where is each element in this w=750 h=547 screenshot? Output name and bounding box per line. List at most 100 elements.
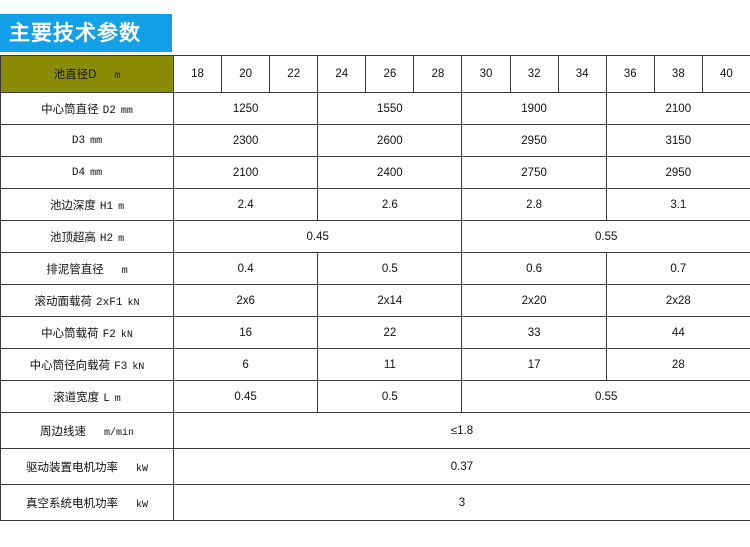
title-banner: 主要技术参数 bbox=[0, 14, 172, 52]
row-label-unit: m/min bbox=[103, 427, 134, 439]
row-label-unit: mm bbox=[90, 136, 103, 147]
row-label: 真空系统电机功率 kW bbox=[0, 484, 174, 521]
row-label-unit: kW bbox=[135, 463, 148, 475]
table-cell: 3.1 bbox=[605, 188, 750, 221]
table-row: 中心筒载荷 F2 kN 16 22 33 44 bbox=[0, 316, 750, 349]
row-label-symbol: 2xF1 bbox=[96, 296, 123, 309]
row-label-text: 池直径D bbox=[53, 69, 97, 81]
column-header: 36 bbox=[605, 55, 655, 93]
row-label-unit: mm bbox=[120, 105, 133, 117]
table-cell: 2x6 bbox=[172, 284, 319, 317]
column-header: 34 bbox=[557, 55, 607, 93]
table-cell: 3150 bbox=[605, 124, 750, 157]
table-cell: 2300 bbox=[172, 124, 319, 157]
table-row: 池边深度 H1 m 2.4 2.6 2.8 3.1 bbox=[0, 188, 750, 221]
row-label-unit: kN bbox=[132, 361, 145, 373]
row-label-text: 真空系统电机功率 bbox=[25, 497, 118, 510]
row-label-symbol: H1 bbox=[99, 200, 114, 213]
table-cell: 17 bbox=[461, 348, 607, 381]
table-row: 中心筒直径 D2 mm 1250 1550 1900 2100 bbox=[0, 92, 750, 125]
row-label-unit: mm bbox=[90, 168, 103, 179]
table-cell: 1900 bbox=[461, 92, 607, 125]
table-cell: 2.4 bbox=[172, 188, 319, 221]
table-cell: 2x14 bbox=[317, 284, 463, 317]
row-label-text: 中心筒直径 bbox=[41, 103, 99, 116]
table-cell: 28 bbox=[605, 348, 750, 381]
table-body: 池直径D m 18 20 22 24 26 28 30 32 34 36 38 40 中心筒直径 D2 mm 12… bbox=[0, 55, 750, 521]
table-cell: 0.5 bbox=[317, 252, 463, 285]
row-label: 中心筒直径 D2 mm bbox=[0, 92, 174, 125]
row-label: 排泥管直径 m bbox=[0, 252, 174, 285]
column-header: 26 bbox=[365, 55, 415, 93]
table-cell: 2100 bbox=[605, 92, 750, 125]
table-row: D3 mm 2300 2600 2950 3150 bbox=[0, 124, 750, 157]
column-header: 18 bbox=[172, 55, 223, 93]
row-label-unit: m bbox=[114, 393, 121, 405]
row-label: 中心筒径向载荷 F3 kN bbox=[0, 348, 174, 381]
row-label: 驱动装置电机功率 kW bbox=[0, 448, 174, 485]
table-cell: 0.4 bbox=[172, 252, 319, 285]
table-cell: 2x28 bbox=[605, 284, 750, 317]
column-header: 32 bbox=[509, 55, 559, 93]
row-label: D3 mm bbox=[0, 124, 174, 157]
table-cell: 2950 bbox=[461, 124, 607, 157]
row-label-symbol: D2 bbox=[102, 104, 116, 117]
table-row: D4 mm 2100 2400 2750 2950 bbox=[0, 156, 750, 189]
row-label-unit: m bbox=[118, 233, 125, 245]
row-label-text: 排泥管直径 bbox=[46, 263, 104, 276]
column-header: 40 bbox=[701, 55, 750, 93]
row-label-unit: kW bbox=[135, 499, 148, 511]
table-cell: 11 bbox=[317, 348, 463, 381]
row-label-unit: kN bbox=[127, 297, 140, 309]
row-label-symbol: L bbox=[103, 392, 110, 405]
table-row: 滚动面载荷 2xF1 kN 2x6 2x14 2x20 2x28 bbox=[0, 284, 750, 317]
table-cell: 2950 bbox=[605, 156, 750, 189]
table-cell: 2.6 bbox=[317, 188, 463, 221]
table-row: 排泥管直径 m 0.4 0.5 0.6 0.7 bbox=[0, 252, 750, 285]
column-header: 20 bbox=[221, 55, 271, 93]
table-cell: 2600 bbox=[317, 124, 463, 157]
row-label-unit: kN bbox=[120, 329, 133, 341]
table-row: 驱动装置电机功率 kW 0.37 bbox=[0, 448, 750, 485]
table-cell: 0.55 bbox=[461, 220, 750, 253]
row-label-text: 中心筒径向载荷 bbox=[29, 359, 111, 372]
table-cell: 2x20 bbox=[461, 284, 607, 317]
row-label-unit: m bbox=[118, 201, 125, 213]
row-label-symbol: F3 bbox=[114, 360, 128, 373]
row-label: 池边深度 H1 m bbox=[0, 188, 174, 221]
table-cell: 0.45 bbox=[172, 380, 319, 413]
row-label-text: 周边线速 bbox=[39, 425, 86, 438]
table-cell: ≤1.8 bbox=[173, 412, 750, 449]
row-label: 池顶超高 H2 m bbox=[0, 220, 174, 253]
table-cell: 33 bbox=[461, 316, 607, 349]
row-label: 周边线速 m/min bbox=[0, 412, 174, 449]
row-label-text: 驱动装置电机功率 bbox=[25, 461, 118, 474]
column-header: 24 bbox=[317, 55, 367, 93]
row-label: 池直径D m bbox=[0, 55, 174, 93]
table-cell: 2400 bbox=[317, 156, 463, 189]
row-label-text: 池边深度 bbox=[49, 199, 96, 212]
table-cell: 1250 bbox=[172, 92, 319, 125]
table-cell: 22 bbox=[317, 316, 463, 349]
table-cell: 0.45 bbox=[172, 220, 463, 253]
row-label-unit: m bbox=[114, 71, 121, 82]
row-label: D4 mm bbox=[0, 156, 174, 189]
table-cell: 6 bbox=[172, 348, 319, 381]
row-label-unit: m bbox=[121, 265, 128, 277]
table-cell: 44 bbox=[605, 316, 750, 349]
table-cell: 0.6 bbox=[461, 252, 607, 285]
column-header: 38 bbox=[653, 55, 703, 93]
table-header-row: 池直径D m 18 20 22 24 26 28 30 32 34 36 38 40 bbox=[0, 55, 750, 93]
row-label-symbol: D4 bbox=[71, 167, 86, 179]
table-cell: 16 bbox=[172, 316, 319, 349]
table-cell: 0.55 bbox=[461, 380, 750, 413]
table-row: 池顶超高 H2 m 0.45 0.55 bbox=[0, 220, 750, 253]
row-label-symbol: H2 bbox=[99, 232, 114, 245]
column-header: 30 bbox=[461, 55, 511, 93]
table-row: 周边线速 m/min ≤1.8 bbox=[0, 412, 750, 449]
row-label-text: 中心筒载荷 bbox=[41, 327, 99, 340]
table-cell: 0.37 bbox=[173, 448, 750, 485]
